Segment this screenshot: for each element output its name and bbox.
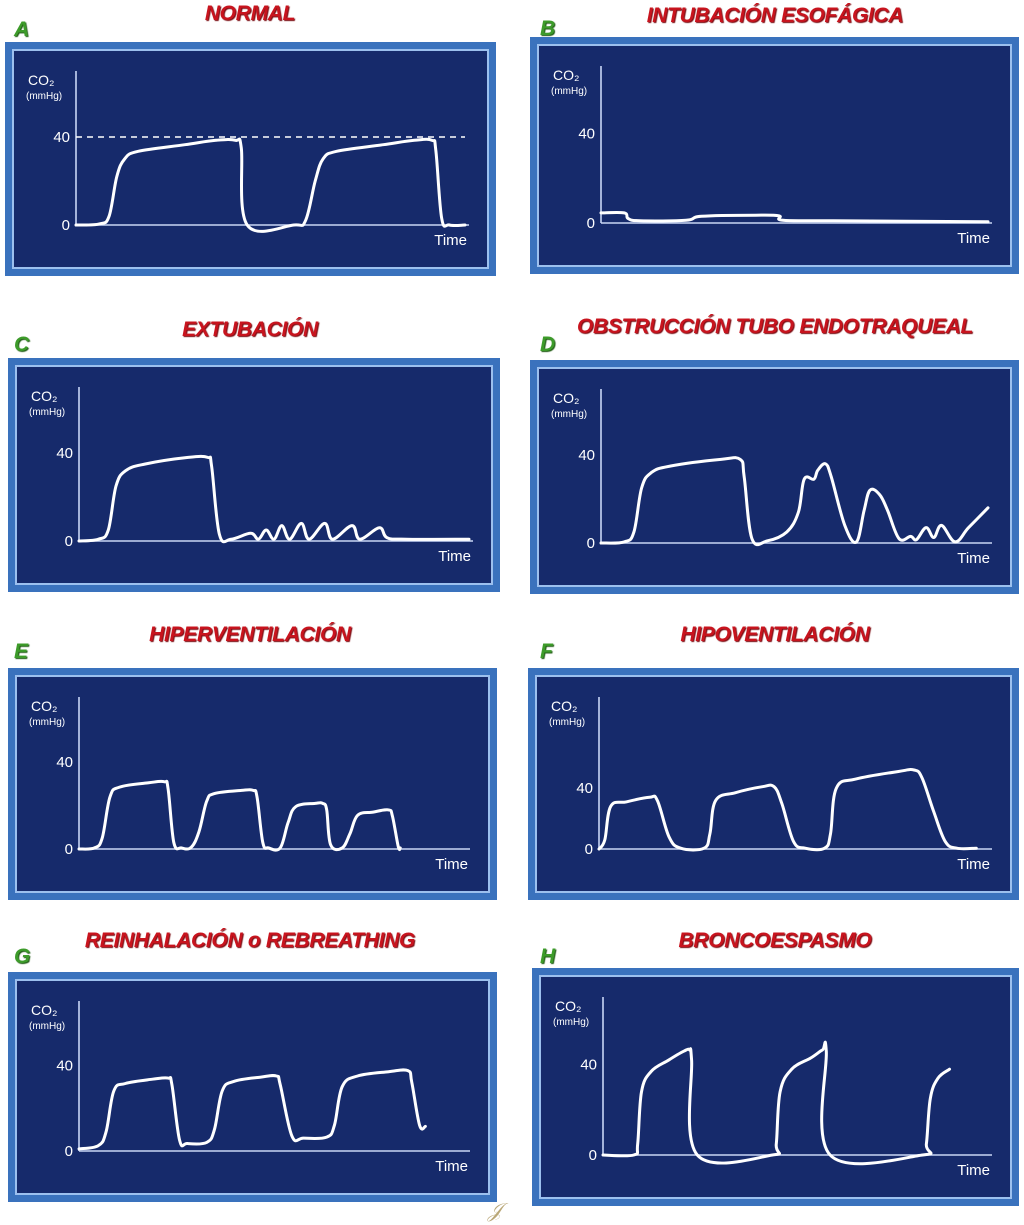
signature-mark: 𝒥 <box>488 1198 502 1222</box>
co2-waveform <box>599 456 990 547</box>
x-axis-label: Time <box>957 856 990 873</box>
panel-b-title: INTUBACIÓN ESOFÁGICA <box>646 4 904 27</box>
tick-label-40: 40 <box>56 445 73 462</box>
capnogram-panel-c: CO₂ (mmHg) 40 0 Time <box>8 358 500 592</box>
tick-label-40: 40 <box>53 129 70 146</box>
capnogram-panel-e: CO₂ (mmHg) 40 0 Time <box>8 668 497 900</box>
monitor-screen: CO₂ (mmHg) 40 0 Time <box>535 675 1012 893</box>
panel-h-letter: H <box>540 945 556 968</box>
tick-label-40: 40 <box>56 1057 73 1074</box>
panel-f-title: HIPOVENTILACIÓN <box>680 623 870 646</box>
y-axis-label: CO₂ <box>551 698 577 714</box>
tick-label-0: 0 <box>587 215 595 232</box>
co2-waveform <box>77 454 471 544</box>
y-axis-label: CO₂ <box>553 390 579 406</box>
x-axis-label: Time <box>957 230 990 247</box>
y-axis-label: CO₂ <box>28 72 54 88</box>
tick-label-0: 0 <box>65 533 73 550</box>
y-axis-label: CO₂ <box>553 67 579 83</box>
tick-label-40: 40 <box>576 780 593 797</box>
y-axis-unit: (mmHg) <box>29 717 65 728</box>
tick-label-0: 0 <box>65 841 73 858</box>
y-axis-label: CO₂ <box>555 998 581 1014</box>
x-axis-label: Time <box>434 232 467 249</box>
y-axis-unit: (mmHg) <box>29 1021 65 1032</box>
capnogram-chart: CO₂ (mmHg) 40 0 Time <box>29 1001 470 1175</box>
co2-waveform <box>77 779 402 852</box>
monitor-screen: CO₂ (mmHg) 40 0 Time <box>12 49 489 269</box>
panel-b-letter: B <box>540 17 556 40</box>
panel-f-letter: F <box>540 640 553 663</box>
capnogram-chart: CO₂ (mmHg) 40 0 Time <box>549 697 992 873</box>
panel-e-title: HIPERVENTILACIÓN <box>149 623 351 646</box>
capnogram-chart: CO₂ (mmHg) 40 0 Time <box>553 997 992 1179</box>
panel-d-letter: D <box>540 333 556 356</box>
capnogram-chart: CO₂ (mmHg) 40 0 Time <box>551 66 992 247</box>
monitor-screen: CO₂ (mmHg) 40 0 Time <box>539 975 1012 1199</box>
panel-g-letter: G <box>14 945 31 968</box>
panel-e-letter: E <box>14 640 29 663</box>
capnogram-panel-a: CO₂ (mmHg) 40 0 Time <box>5 42 496 276</box>
x-axis-label: Time <box>957 1162 990 1179</box>
capnogram-panel-b: CO₂ (mmHg) 40 0 Time <box>530 37 1019 274</box>
monitor-screen: CO₂ (mmHg) 40 0 Time <box>537 44 1012 267</box>
panel-c-title: EXTUBACIÓN <box>182 318 318 341</box>
x-axis-label: Time <box>435 856 468 873</box>
tick-label-0: 0 <box>65 1143 73 1160</box>
y-axis-unit: (mmHg) <box>553 1017 589 1028</box>
y-axis-unit: (mmHg) <box>549 717 585 728</box>
y-axis-label: CO₂ <box>31 1002 57 1018</box>
capnogram-chart: CO₂ (mmHg) 40 0 Time <box>29 697 470 873</box>
co2-waveform <box>77 1068 427 1151</box>
tick-label-40: 40 <box>580 1057 597 1074</box>
y-axis-label: CO₂ <box>31 388 57 404</box>
co2-waveform <box>74 137 467 233</box>
tick-label-40: 40 <box>56 754 73 771</box>
monitor-screen: CO₂ (mmHg) 40 0 Time <box>15 365 493 585</box>
co2-waveform <box>601 1040 951 1166</box>
x-axis-label: Time <box>435 1158 468 1175</box>
monitor-screen: CO₂ (mmHg) 40 0 Time <box>15 979 490 1195</box>
y-axis-label: CO₂ <box>31 698 57 714</box>
y-axis-unit: (mmHg) <box>551 409 587 420</box>
tick-label-40: 40 <box>578 125 595 142</box>
y-axis-unit: (mmHg) <box>29 407 65 418</box>
panel-d-title: OBSTRUCCIÓN TUBO ENDOTRAQUEAL <box>576 315 974 338</box>
x-axis-label: Time <box>438 548 471 565</box>
capnogram-panel-f: CO₂ (mmHg) 40 0 Time <box>528 668 1019 900</box>
tick-label-0: 0 <box>62 217 70 234</box>
y-axis-unit: (mmHg) <box>26 91 62 102</box>
panel-a-letter: A <box>14 18 30 41</box>
panel-a-title: NORMAL <box>204 2 296 25</box>
capnogram-panel-d: CO₂ (mmHg) 40 0 Time <box>530 360 1019 594</box>
capnogram-panel-h: CO₂ (mmHg) 40 0 Time <box>532 968 1019 1206</box>
tick-label-0: 0 <box>587 535 595 552</box>
tick-label-40: 40 <box>578 447 595 464</box>
capnogram-chart: CO₂ (mmHg) 40 0 Time <box>29 387 473 565</box>
panel-h-title: BRONCOESPASMO <box>678 929 872 952</box>
monitor-screen: CO₂ (mmHg) 40 0 Time <box>15 675 490 893</box>
x-axis-label: Time <box>957 550 990 567</box>
tick-label-0: 0 <box>585 841 593 858</box>
tick-label-0: 0 <box>589 1147 597 1164</box>
co2-waveform <box>597 768 978 852</box>
y-axis-unit: (mmHg) <box>551 86 587 97</box>
capnogram-chart: CO₂ (mmHg) 40 0 Time <box>551 389 992 567</box>
capnogram-chart: CO₂ (mmHg) 40 0 Time <box>26 71 469 249</box>
panel-c-letter: C <box>14 333 30 356</box>
co2-waveform <box>599 210 990 224</box>
monitor-screen: CO₂ (mmHg) 40 0 Time <box>537 367 1012 587</box>
panel-g-title: REINHALACIÓN o REBREATHING <box>84 929 416 952</box>
capnogram-panel-g: CO₂ (mmHg) 40 0 Time <box>8 972 497 1202</box>
